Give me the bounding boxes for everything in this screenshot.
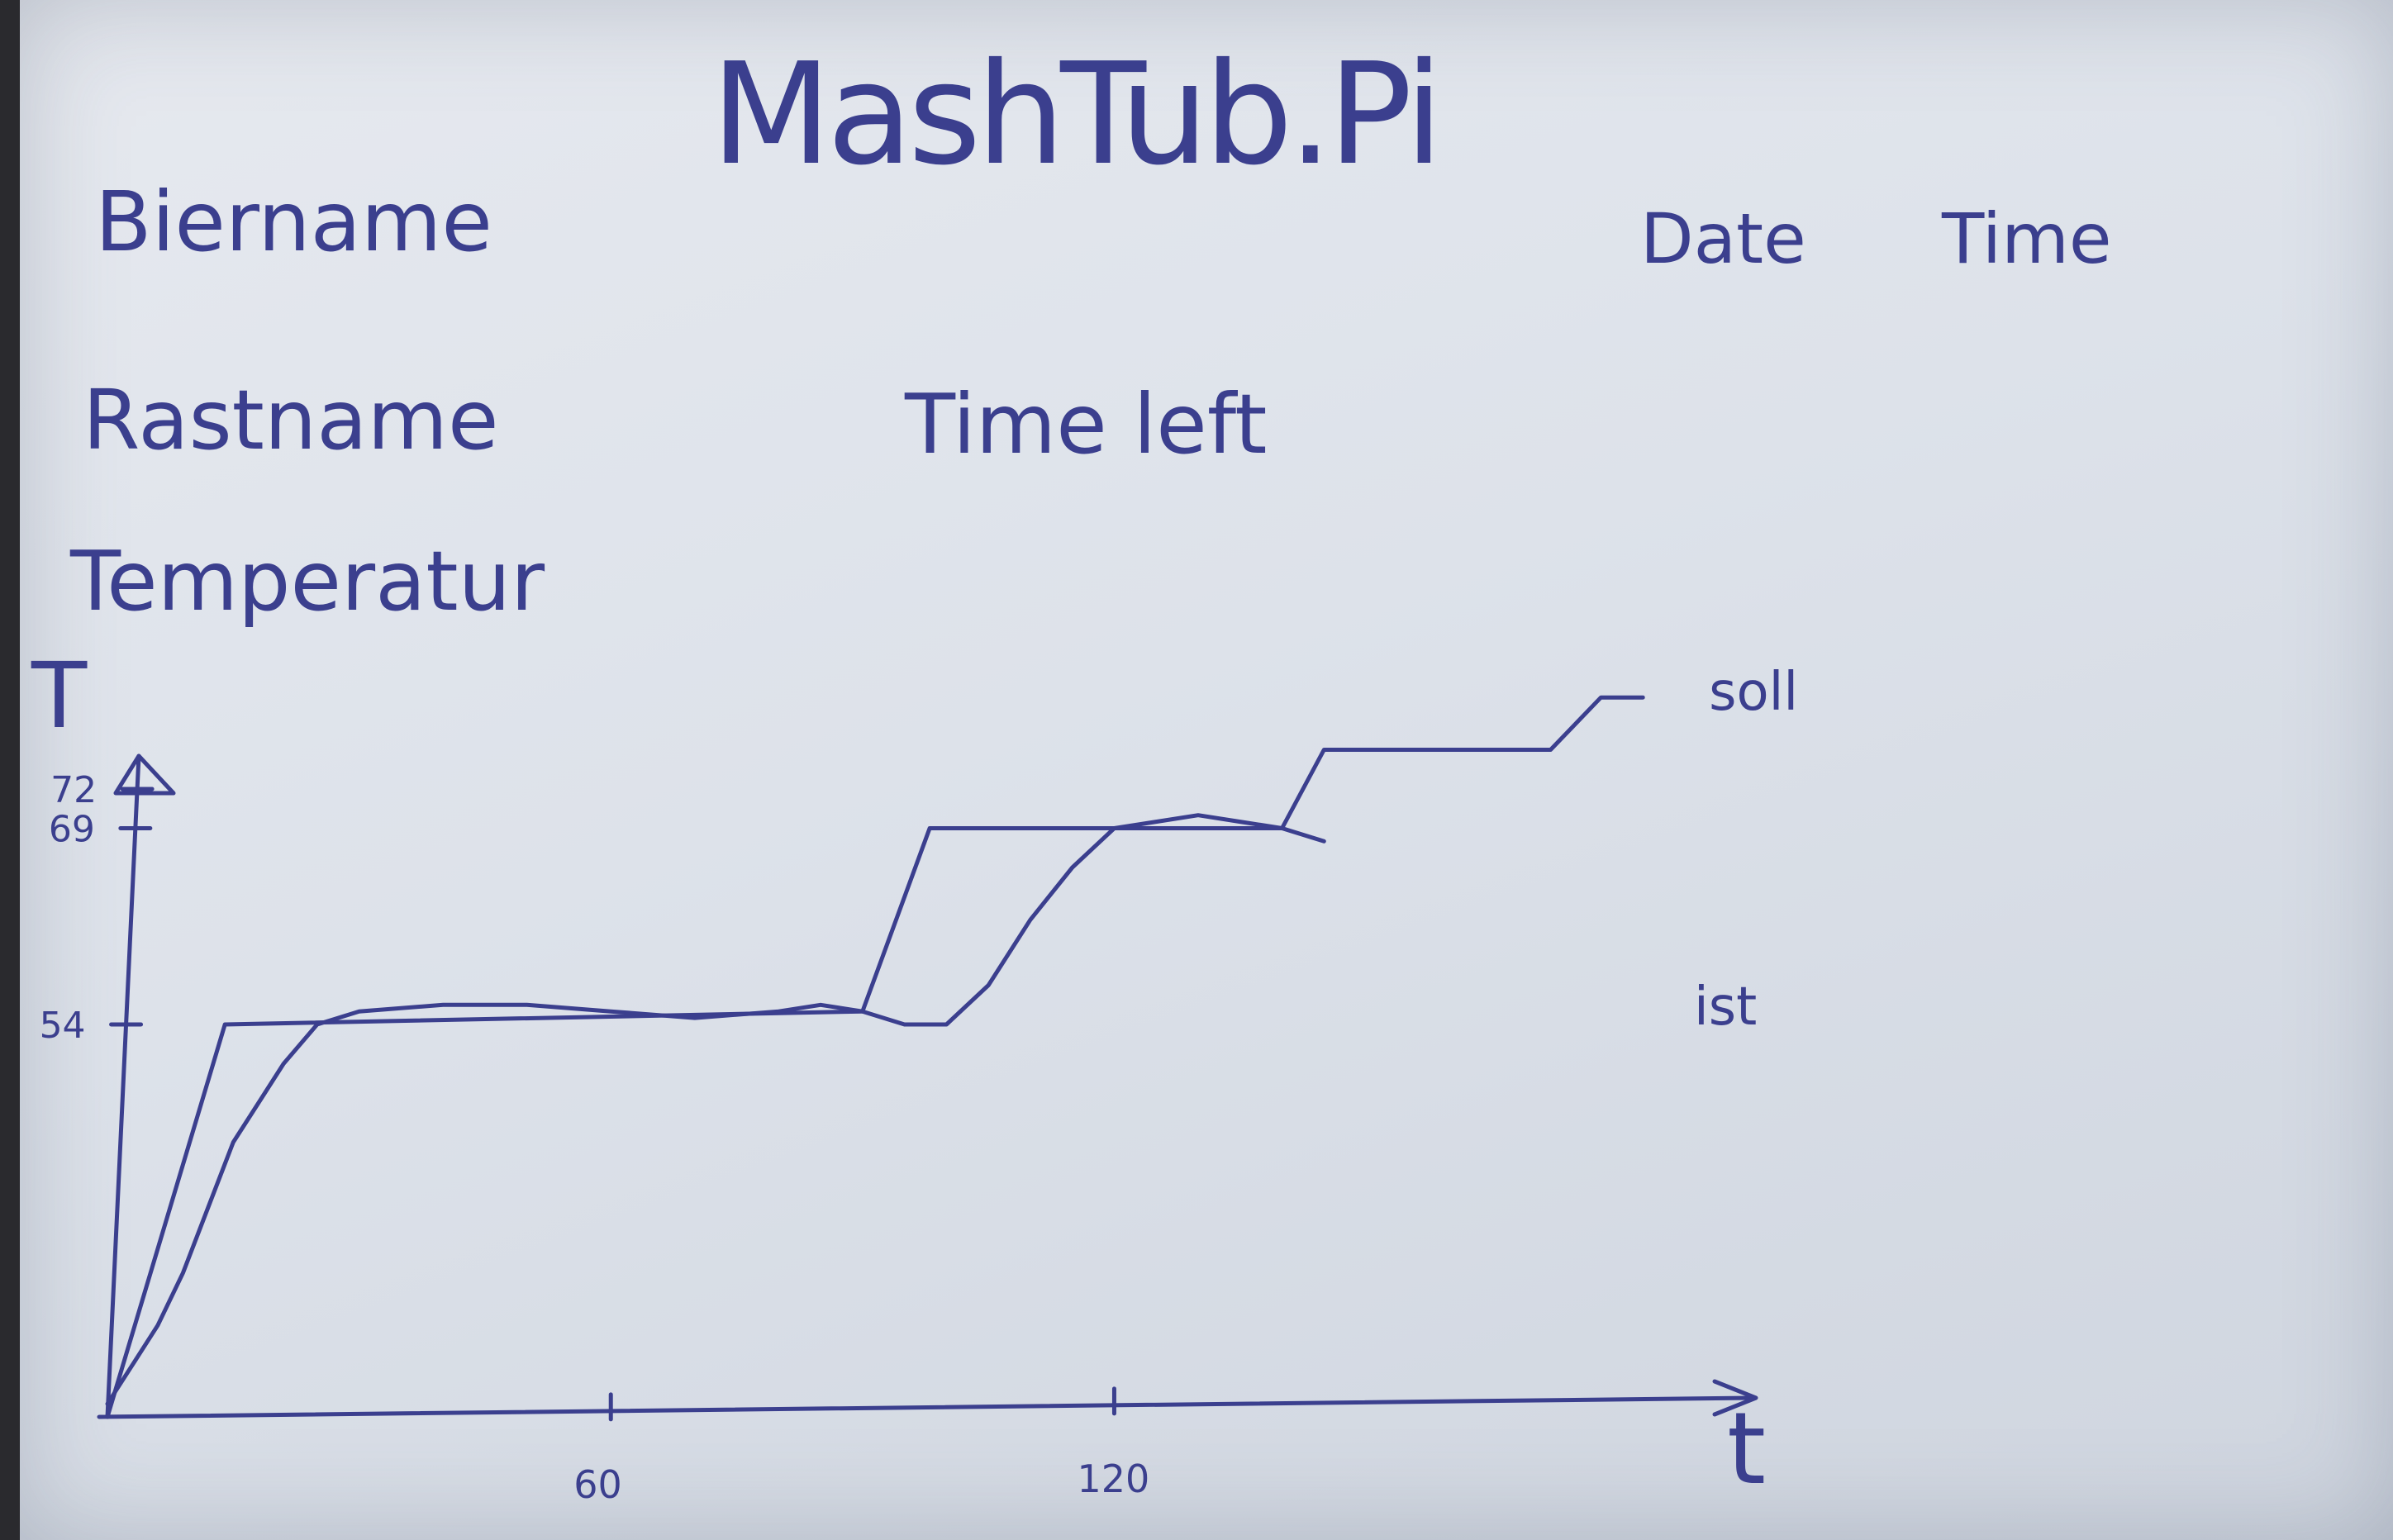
date-label: Date xyxy=(1640,198,1806,279)
y-axis-arrow xyxy=(113,753,176,796)
x-tick-label-120: 120 xyxy=(1077,1457,1149,1501)
y-tick-label-54: 54 xyxy=(40,1005,86,1047)
series-line-soll xyxy=(105,695,1645,1419)
y-axis xyxy=(105,753,176,1419)
x-axis-line xyxy=(97,1395,1754,1419)
legend-label-soll: soll xyxy=(1709,662,1798,723)
y-axis-label: T xyxy=(31,643,88,749)
x-axis-arrow xyxy=(1712,1379,1758,1417)
y-tick-label-69: 69 xyxy=(49,809,95,851)
paper-sheet xyxy=(20,0,2393,1540)
app-title: MashTub.Pi xyxy=(711,33,1444,197)
y-tick-label-72: 72 xyxy=(50,769,97,811)
time-left-label: Time left xyxy=(905,376,1268,473)
series-line-ist xyxy=(105,813,1326,1406)
chart-legend: soll ist xyxy=(1694,662,1798,1038)
time-label: Time xyxy=(1942,198,2112,279)
x-axis-label: t xyxy=(1727,1392,1766,1507)
chart-series xyxy=(105,695,1645,1419)
beer-name-label: Biername xyxy=(95,173,492,270)
x-tick-label-60: 60 xyxy=(573,1462,622,1507)
rest-name-label: Rastname xyxy=(83,372,499,468)
x-axis xyxy=(97,1379,1758,1419)
y-axis-line xyxy=(105,753,141,1419)
legend-label-ist: ist xyxy=(1694,977,1757,1038)
temperature-label: Temperatur xyxy=(70,533,545,630)
